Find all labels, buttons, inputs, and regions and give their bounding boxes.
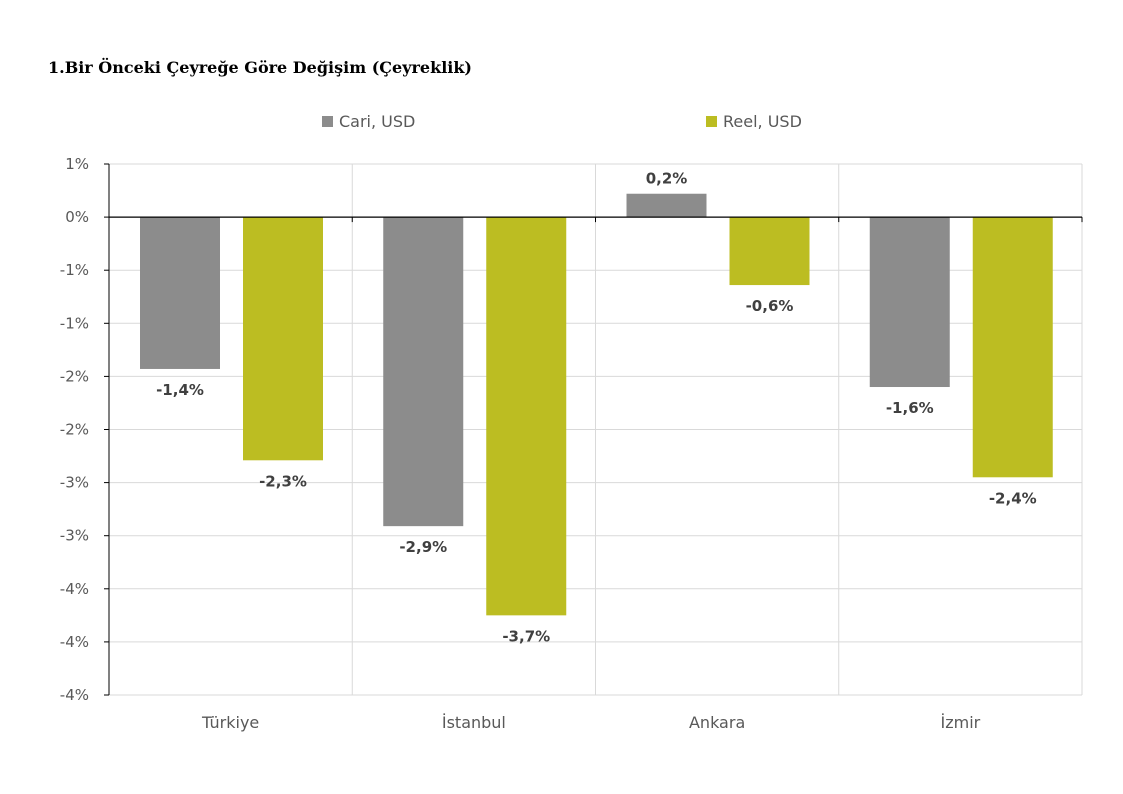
legend-item-reel: Reel, USD	[706, 112, 802, 131]
data-label: -2,3%	[259, 472, 307, 490]
y-tick-label: -3%	[60, 474, 89, 492]
y-tick-label: -4%	[60, 686, 89, 704]
bar-cari	[383, 217, 464, 527]
legend-swatch-reel	[706, 116, 717, 127]
bar-reel	[486, 217, 567, 616]
bar-cari	[140, 217, 220, 369]
y-tick-label: -1%	[60, 314, 89, 332]
bar-reel	[729, 217, 810, 286]
bar-reel	[243, 217, 323, 461]
bar-cari	[869, 217, 950, 388]
y-tick-label: -3%	[60, 527, 89, 545]
x-category-label: Ankara	[689, 713, 745, 732]
bar-reel	[972, 217, 1053, 478]
bar-cari	[626, 193, 707, 218]
data-label: 0,2%	[646, 170, 688, 188]
y-tick-label: 1%	[65, 155, 89, 173]
legend-label-cari: Cari, USD	[339, 112, 416, 131]
data-label: -3,7%	[502, 627, 550, 645]
chart-legend: Cari, USD Reel, USD	[0, 112, 1123, 136]
y-tick-label: -2%	[60, 421, 89, 439]
data-label: -0,6%	[746, 297, 794, 315]
legend-label-reel: Reel, USD	[723, 112, 802, 131]
legend-item-cari: Cari, USD	[322, 112, 415, 131]
data-label: -2,4%	[989, 489, 1037, 507]
x-category-label: İzmir	[941, 713, 981, 732]
x-category-label: Türkiye	[201, 713, 259, 732]
legend-swatch-cari	[322, 116, 333, 127]
chart-title: 1.Bir Önceki Çeyreğe Göre Değişim (Çeyre…	[48, 58, 472, 77]
data-label: -1,4%	[156, 381, 204, 399]
data-label: -2,9%	[399, 538, 447, 556]
y-tick-label: -1%	[60, 261, 89, 279]
x-category-label: İstanbul	[442, 713, 506, 732]
data-label: -1,6%	[886, 399, 934, 417]
y-tick-label: -4%	[60, 633, 89, 651]
y-tick-label: -4%	[60, 580, 89, 598]
y-tick-label: -2%	[60, 367, 89, 385]
y-tick-label: 0%	[65, 208, 89, 226]
